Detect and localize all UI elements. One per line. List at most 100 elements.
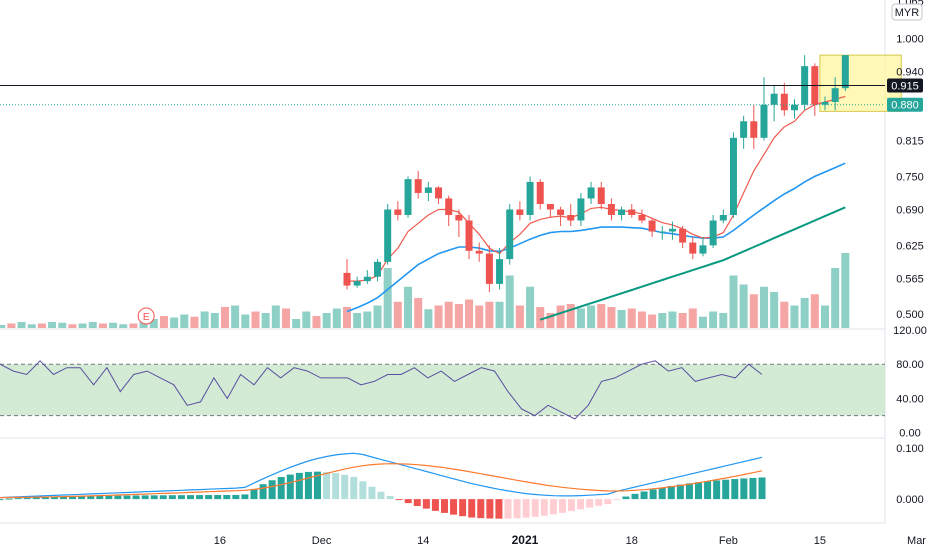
volume-bar (58, 322, 67, 328)
candle-body (790, 104, 798, 111)
volume-bar (261, 313, 270, 328)
macd-histogram-bar (223, 494, 231, 500)
macd-histogram-bar (159, 495, 167, 500)
volume-bar (780, 301, 789, 328)
macd-histogram-bar (32, 497, 40, 500)
signal-line (0, 463, 763, 499)
rsi-tick-label: 120.00 (893, 325, 927, 337)
macd-histogram-bar (649, 489, 657, 500)
macd-histogram-bar (286, 474, 294, 500)
macd-histogram-bar (150, 495, 158, 500)
volume-bar (129, 323, 138, 328)
macd-histogram-bar (549, 499, 557, 515)
time-tick-label: 18 (626, 535, 638, 547)
candle-body (750, 121, 758, 138)
macd-histogram-bar (586, 499, 594, 508)
macd-histogram-bar (722, 479, 730, 500)
candle-body (679, 228, 687, 243)
candle-body (485, 253, 493, 284)
macd-histogram-bar (704, 481, 712, 500)
candle-body (445, 198, 453, 215)
macd-histogram-bar (477, 499, 485, 519)
macd-histogram-bar (132, 495, 140, 500)
volume-bar (68, 324, 77, 328)
ema-layer (346, 95, 846, 321)
candle-body (546, 203, 554, 210)
macd-histogram-bar (359, 481, 367, 500)
volume-bar (587, 305, 596, 328)
price-tick-label: 0.565 (896, 273, 924, 285)
candle-body (384, 209, 392, 262)
ema-mid-line (346, 162, 846, 313)
macd-histogram-bar (495, 499, 503, 519)
volume-bar (597, 304, 606, 328)
macd-pane (0, 452, 766, 519)
macd-histogram-bar (513, 499, 521, 519)
volume-bar (607, 307, 616, 328)
candle-body (841, 55, 849, 89)
volume-bar (831, 268, 840, 328)
volume-bar (515, 305, 524, 328)
volume-layer: E (0, 253, 850, 328)
price-line-label: 0.880 (891, 100, 919, 112)
macd-histogram-bar (613, 499, 621, 501)
volume-bar (566, 304, 575, 328)
candle-body (587, 187, 595, 199)
macd-histogram-bar (568, 499, 575, 512)
candle-body (496, 259, 504, 284)
candle-body (821, 101, 829, 105)
macd-histogram-bar (740, 478, 748, 500)
rsi-band (0, 364, 885, 416)
volume-bar (393, 301, 402, 328)
macd-histogram-bar (295, 472, 303, 500)
volume-bar (343, 307, 351, 328)
candle-body (394, 209, 402, 215)
volume-bar (48, 322, 57, 328)
volume-bar (759, 286, 768, 328)
macd-histogram-bar (531, 499, 539, 517)
candles-layer (343, 55, 849, 293)
macd-histogram-bar (41, 497, 49, 500)
volume-bar (404, 286, 413, 328)
macd-histogram-bar (676, 484, 684, 500)
macd-histogram-bar (441, 499, 448, 513)
currency-label: MYR (895, 7, 920, 19)
macd-histogram-bar (323, 472, 331, 500)
volume-bar (698, 316, 707, 328)
volume-bar (37, 323, 46, 328)
macd-histogram-bar (268, 480, 276, 500)
volume-bar (119, 324, 128, 328)
candle-body (699, 245, 707, 254)
macd-histogram-bar (749, 477, 757, 500)
macd-histogram-bar (96, 495, 104, 500)
candle-body (597, 187, 605, 204)
volume-bar (139, 322, 148, 328)
candle-body (648, 220, 656, 232)
macd-tick-label: 0.000 (896, 494, 924, 506)
candle-body (343, 272, 351, 286)
macd-histogram-bar (404, 499, 412, 504)
price-line-tag (887, 78, 923, 93)
candle-body (618, 209, 626, 215)
macd-histogram-bar (368, 486, 376, 500)
macd-histogram-bar (459, 499, 467, 517)
volume-bar (465, 299, 474, 328)
volume-bar (536, 307, 545, 328)
volume-bar (292, 319, 301, 328)
candle-body (536, 181, 544, 204)
candle-body (658, 231, 666, 233)
candle-body (607, 203, 615, 215)
last-price-tag (887, 97, 923, 112)
ema-fast-line (347, 95, 846, 282)
price-tick-label: 1.000 (896, 34, 924, 46)
macd-histogram-bar (350, 476, 358, 500)
macd-histogram-bar (60, 496, 67, 500)
macd-histogram-bar (78, 496, 86, 500)
earnings-marker (137, 307, 155, 325)
volume-bar (658, 313, 667, 328)
candle-body (638, 214, 646, 221)
macd-histogram-bar (0, 499, 4, 501)
macd-histogram-bar (14, 498, 22, 500)
macd-histogram-bar (577, 499, 585, 510)
